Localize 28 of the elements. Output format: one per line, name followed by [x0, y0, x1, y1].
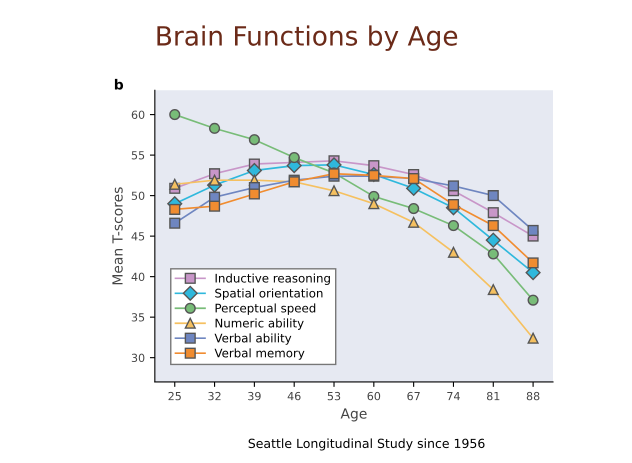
- x-axis-title: Age: [340, 408, 367, 422]
- legend-label: Perceptual speed: [216, 303, 316, 315]
- legend-label: Spatial orientation: [215, 288, 322, 300]
- text: b: [114, 78, 124, 90]
- y-tick-label: 50: [132, 192, 144, 200]
- x-tick-label: 67: [407, 392, 420, 400]
- x-tick-label: 81: [486, 392, 500, 400]
- x-tick-label: 60: [368, 392, 380, 400]
- x-tick-label: 25: [168, 392, 181, 400]
- legend-label: Inductive reasoning: [216, 273, 330, 285]
- x-tick-label: 32: [208, 392, 221, 400]
- y-tick-label: 30: [132, 354, 144, 362]
- chart-title: Brain Functions by Age: [157, 25, 458, 51]
- x-tick-label: 88: [526, 392, 540, 400]
- y-tick-label: 60: [132, 110, 144, 119]
- y-tick-label: 45: [132, 232, 144, 241]
- y-tick-label: 35: [132, 313, 144, 322]
- legend-label: Verbal ability: [214, 333, 292, 345]
- legend-label: Numeric ability: [216, 318, 304, 330]
- y-tick-label: 40: [132, 272, 144, 282]
- y-axis-title: Mean T-scores: [112, 187, 123, 284]
- x-tick-label: 53: [328, 392, 340, 400]
- x-tick-label: 74: [447, 392, 460, 400]
- text: Seattle Longitudinal Study since 1956: [248, 438, 485, 451]
- legend-label: Verbal memory: [214, 348, 304, 360]
- x-tick-label: 39: [248, 392, 261, 400]
- x-tick-label: 46: [288, 392, 301, 400]
- y-tick-label: 55: [132, 151, 144, 160]
